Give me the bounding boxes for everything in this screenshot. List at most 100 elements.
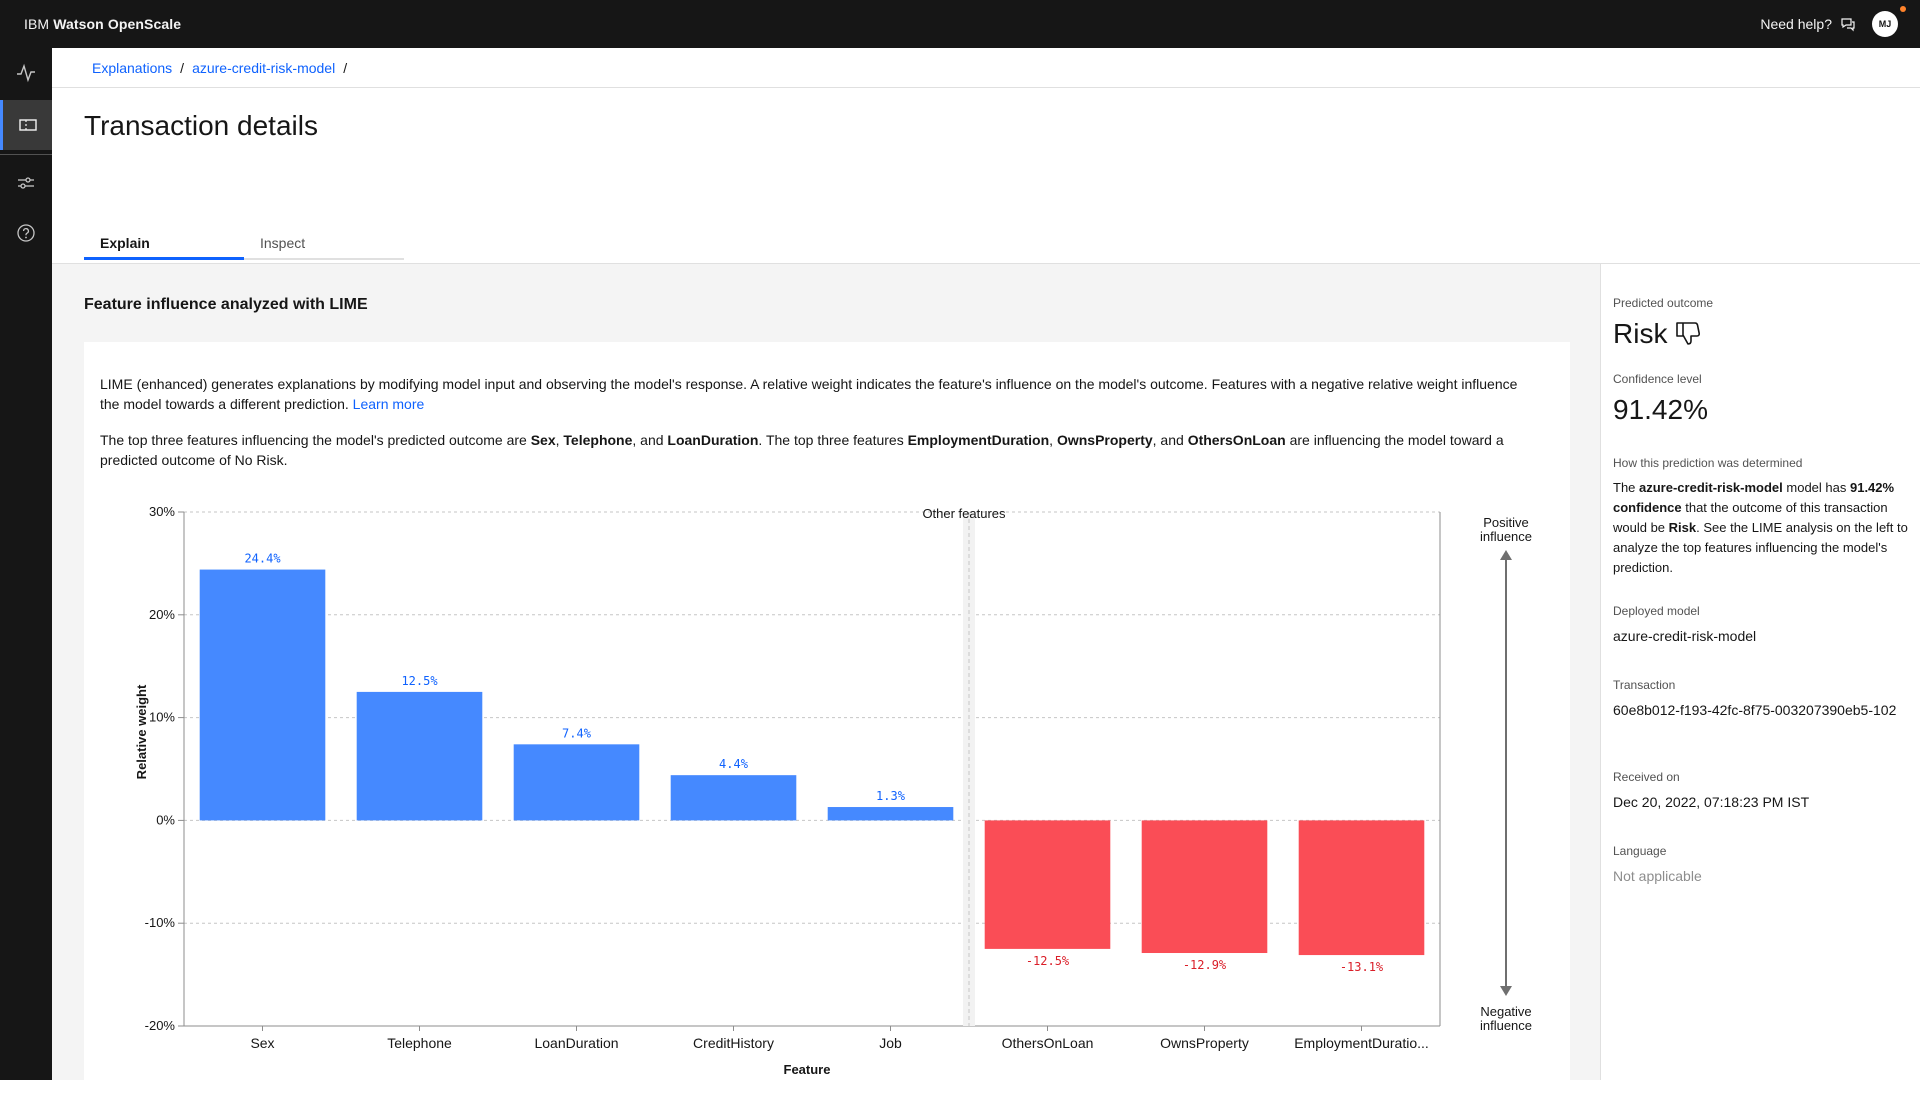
sliders-icon <box>18 177 34 189</box>
bar-employmentduratio[interactable] <box>1298 820 1425 956</box>
how-outcome: Risk <box>1668 520 1697 535</box>
prediction-side-panel: Predicted outcome Risk Confidence level … <box>1600 264 1920 1080</box>
how-determined-label: How this prediction was determined <box>1613 456 1803 470</box>
page-title: Transaction details <box>84 110 318 141</box>
other-features-annotation: Other features <box>922 506 1006 521</box>
breadcrumb-separator: / <box>343 60 348 76</box>
summary-paragraph: The top three features influencing the m… <box>100 430 1540 470</box>
learn-more-link[interactable]: Learn more <box>352 396 425 412</box>
bar-othersonloan[interactable] <box>984 820 1111 949</box>
predicted-outcome-label: Predicted outcome <box>1613 296 1714 310</box>
lime-card: LIME (enhanced) generates explanations b… <box>84 342 1570 1102</box>
predicted-outcome-value: Risk <box>1613 318 1668 349</box>
x-tick-label: OwnsProperty <box>1160 1035 1249 1051</box>
how-confidence: 91.42% confidence <box>1613 480 1895 515</box>
activity-icon <box>17 63 35 83</box>
y-tick-label: 20% <box>149 607 175 622</box>
other-features-divider <box>963 512 975 1026</box>
negative-feature-1: EmploymentDuration <box>907 432 1050 448</box>
intro-text: LIME (enhanced) generates explanations b… <box>100 376 1518 412</box>
bar-job[interactable] <box>827 807 954 821</box>
y-axis-ticks: 30% 20% 10% 0% -10% -20% <box>145 504 184 1033</box>
summary-separator: , <box>1049 432 1057 448</box>
language-label: Language <box>1613 844 1667 858</box>
thumbs-down-icon <box>1676 322 1701 345</box>
received-on-label: Received on <box>1613 770 1680 784</box>
negative-feature-2: OwnsProperty <box>1056 432 1153 448</box>
transaction-label: Transaction <box>1613 678 1676 692</box>
how-text: that the outcome of this transaction wou… <box>1613 500 1888 535</box>
rail-item-insights[interactable] <box>0 48 52 98</box>
how-text: . See the LIME analysis on the left to a… <box>1613 520 1908 575</box>
breadcrumb-divider <box>52 87 1920 88</box>
bar-sex[interactable] <box>199 569 326 821</box>
avatar[interactable]: MJ <box>1872 11 1898 37</box>
breadcrumb-model[interactable]: azure-credit-risk-model <box>192 60 336 76</box>
how-determined-text: The azure-credit-risk-model model has 91… <box>1613 478 1909 578</box>
chart-data-labels: 24.4% 12.5% 7.4% 4.4% 1.3% -12.5% -12.9% -13.1% <box>244 552 1384 975</box>
y-tick-label: -10% <box>145 915 176 930</box>
left-nav-rail <box>0 48 52 1080</box>
received-on-value: Dec 20, 2022, 07:18:23 PM IST <box>1613 794 1810 810</box>
how-model-name: azure-credit-risk-model <box>1639 480 1783 495</box>
data-label: 4.4% <box>719 757 749 771</box>
rail-item-explain[interactable] <box>0 100 52 150</box>
x-tick-label: Job <box>879 1035 902 1051</box>
explain-panel: Feature influence analyzed with LIME LIM… <box>52 264 1600 1102</box>
tab-list: Explain Inspect <box>84 224 404 260</box>
summary-text: are influencing the model toward a predi… <box>100 432 1504 468</box>
notification-dot <box>1900 6 1906 12</box>
data-label: -13.1% <box>1340 960 1384 974</box>
help-icon <box>17 224 35 242</box>
breadcrumb-separator: / <box>180 60 185 76</box>
summary-text: . The top three features <box>758 432 908 448</box>
top-feature-1: Sex <box>530 432 556 448</box>
brand-product: Watson OpenScale <box>53 16 182 32</box>
predicted-outcome: Risk <box>1613 318 1703 350</box>
data-label: 1.3% <box>876 789 906 803</box>
positive-influence-label: influence <box>1480 529 1532 544</box>
y-tick-label: 30% <box>149 504 175 519</box>
brand-prefix: IBM <box>24 16 50 32</box>
top-feature-3: LoanDuration <box>667 432 759 448</box>
top-header: IBM Watson OpenScale Need help? MJ <box>0 0 1920 48</box>
breadcrumb-explanations[interactable]: Explanations <box>92 60 173 76</box>
tab-inspect[interactable]: Inspect <box>244 224 404 260</box>
bar-credithistory[interactable] <box>670 775 797 821</box>
top-feature-2: Telephone <box>563 432 633 448</box>
chat-icon <box>1841 18 1855 32</box>
feature-influence-chart: 30% 20% 10% 0% -10% -20% 24.4% 12.5% 7.4% 4.4% 1.… <box>134 504 1532 1077</box>
bar-telephone[interactable] <box>356 691 483 821</box>
positive-influence-label: Positive <box>1483 515 1529 530</box>
summary-text: The top three features influencing the m… <box>100 432 531 448</box>
x-tick-label: OthersOnLoan <box>1002 1035 1094 1051</box>
deployed-model-value: azure-credit-risk-model <box>1613 628 1757 644</box>
y-tick-label: -20% <box>145 1018 176 1033</box>
breadcrumb: Explanations / azure-credit-risk-model / <box>92 60 347 76</box>
tab-explain[interactable]: Explain <box>84 224 244 260</box>
data-label: -12.9% <box>1183 958 1227 972</box>
brand-name[interactable]: IBM Watson OpenScale <box>24 16 181 32</box>
negative-influence-label: influence <box>1480 1018 1532 1033</box>
bar-ownsproperty[interactable] <box>1141 820 1268 954</box>
data-label: 24.4% <box>244 552 281 566</box>
x-tick-label: Sex <box>250 1035 274 1051</box>
data-label: 7.4% <box>562 726 592 740</box>
tab-divider <box>52 263 1920 264</box>
y-tick-label: 0% <box>156 812 175 827</box>
summary-separator: , and <box>632 432 668 448</box>
chart-bars <box>199 569 1425 956</box>
rail-item-help[interactable] <box>0 208 52 258</box>
confidence-value: 91.42% <box>1613 394 1708 425</box>
summary-separator: , <box>555 432 564 448</box>
influence-arrow <box>1500 550 1512 996</box>
deployed-model-label: Deployed model <box>1613 604 1700 618</box>
rail-item-configure[interactable] <box>0 158 52 208</box>
need-help-button[interactable]: Need help? <box>1760 0 1856 48</box>
x-axis-ticks: Sex Telephone LoanDuration CreditHistory Job… <box>250 1026 1429 1051</box>
bar-loanduration[interactable] <box>513 744 640 821</box>
y-tick-label: 10% <box>149 710 175 725</box>
data-label: -12.5% <box>1026 954 1070 968</box>
how-text: The <box>1613 480 1640 495</box>
y-axis-label: Relative weight <box>134 684 149 779</box>
